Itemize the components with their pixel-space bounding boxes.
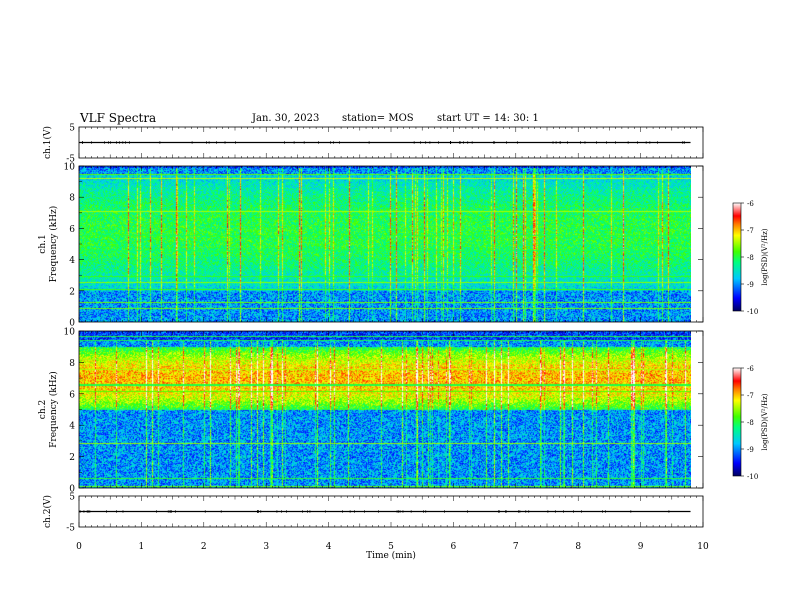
x-tick-label: 5 <box>388 542 394 552</box>
station-label: station= MOS <box>342 113 414 124</box>
y-tick-label: 5 <box>69 493 75 503</box>
x-tick-label: 8 <box>575 542 581 552</box>
y-tick-label: 6 <box>69 225 75 235</box>
ch1-spectrogram-ylabel: Frequency (kHz) <box>48 206 59 283</box>
y-tick-label: 8 <box>69 194 75 204</box>
colorbar-tick-label: -7 <box>747 392 754 400</box>
colorbar-tick-label: -9 <box>747 281 754 289</box>
ch1-waveform-ylabel: ch.1(V) <box>42 126 53 159</box>
ch2-spectrogram-image <box>79 331 691 488</box>
x-tick-label: 4 <box>326 542 332 552</box>
colorbar-tick-label: -10 <box>747 308 758 316</box>
x-tick-label: 3 <box>263 542 269 552</box>
colorbar-tick-label: -7 <box>747 227 754 235</box>
colorbar-tick-label: -6 <box>747 365 754 373</box>
y-tick-label: 2 <box>69 287 75 297</box>
y-tick-label: 0 <box>69 319 75 329</box>
y-tick-label: 0 <box>69 485 75 495</box>
ch2-waveform-ylabel: ch.2(V) <box>42 495 53 528</box>
ch1-spectrogram-ylabel: ch.1 <box>38 234 48 253</box>
x-tick-label: 7 <box>513 542 519 552</box>
colorbar-tick-label: -9 <box>747 446 754 454</box>
x-axis-label: Time (min) <box>366 550 416 561</box>
y-tick-label: 10 <box>64 163 76 173</box>
ch1-spectrogram-image <box>79 166 691 322</box>
colorbar <box>732 202 742 312</box>
recording-date: Jan. 30, 2023 <box>252 113 320 124</box>
colorbar <box>732 367 742 477</box>
y-tick-label: 4 <box>69 256 75 266</box>
ch2-spectrogram-ylabel: ch.2 <box>38 400 48 419</box>
y-tick-label: 2 <box>69 453 75 463</box>
y-tick-label: -5 <box>66 155 75 165</box>
ch2-spectrogram-ylabel: Frequency (kHz) <box>48 371 59 448</box>
y-tick-label: 6 <box>69 390 75 400</box>
y-tick-label: 8 <box>69 359 75 369</box>
y-tick-label: 5 <box>69 124 75 134</box>
colorbar-tick-label: -10 <box>747 473 758 481</box>
start-time-label: start UT = 14: 30: 1 <box>437 113 539 124</box>
x-tick-label: 6 <box>451 542 457 552</box>
x-tick-label: 2 <box>201 542 207 552</box>
x-tick-label: 1 <box>139 542 145 552</box>
colorbar-label: log(PSD)(V²/Hz) <box>761 228 769 285</box>
colorbar-label: log(PSD)(V²/Hz) <box>761 393 769 450</box>
y-tick-label: 4 <box>69 422 75 432</box>
colorbar-tick-label: -8 <box>747 419 754 427</box>
colorbar-tick-label: -8 <box>747 254 754 262</box>
colorbar-tick-label: -6 <box>747 200 754 208</box>
x-tick-label: 9 <box>638 542 644 552</box>
y-tick-label: -5 <box>66 524 75 534</box>
x-tick-label: 0 <box>76 542 82 552</box>
y-tick-label: 10 <box>64 328 76 338</box>
x-tick-label: 10 <box>697 542 709 552</box>
chart-title: VLF Spectra <box>80 111 157 125</box>
